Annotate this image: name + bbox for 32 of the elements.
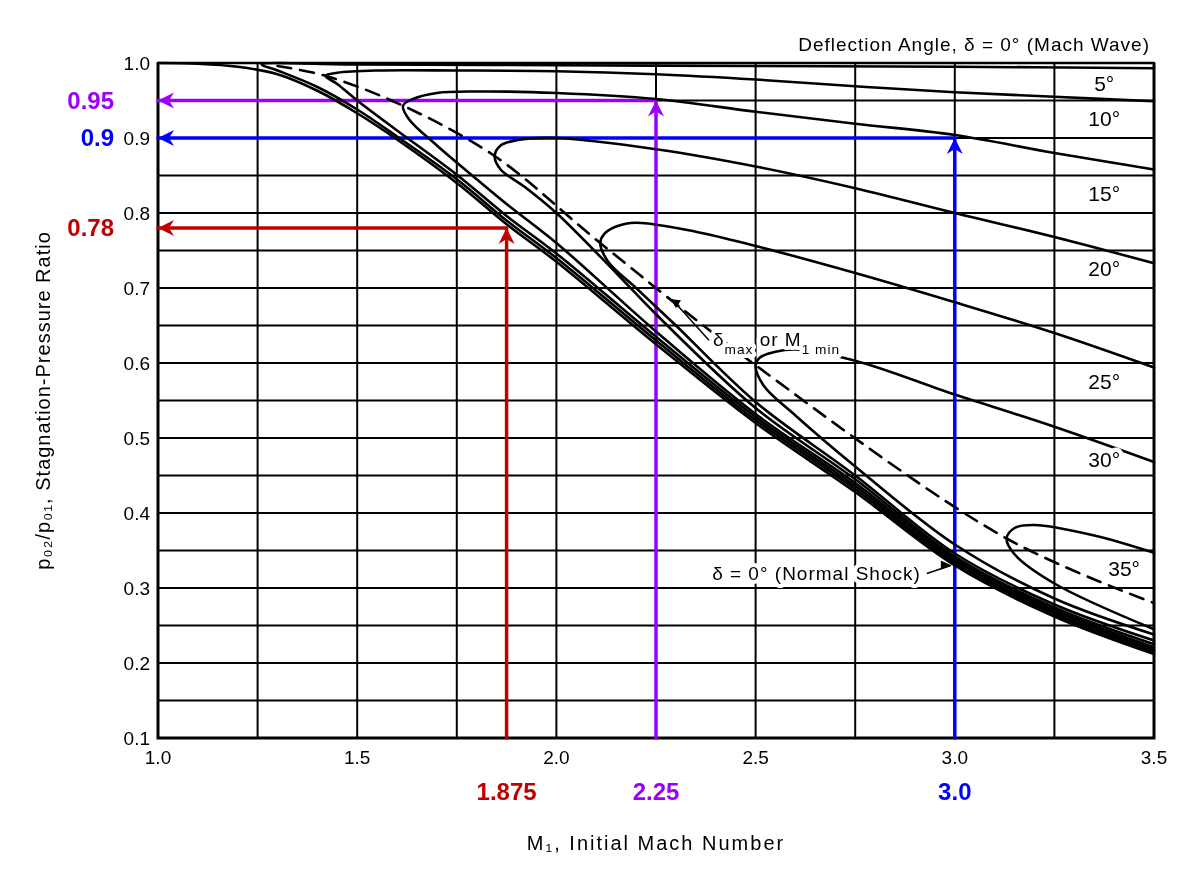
annotation: 0.95	[67, 86, 114, 114]
annotation: 3.0	[938, 778, 972, 805]
series-label: 15°	[1088, 182, 1121, 206]
y-tick-label: 0.6	[123, 353, 150, 374]
y-tick-label: 0.5	[123, 428, 150, 449]
y-axis-title: p₀₂/p₀₁, Stagnation-Pressure Ratio	[32, 231, 54, 570]
y-tick-label: 0.1	[123, 728, 150, 749]
annotation: 2.25	[632, 778, 680, 805]
x-axis-title: M₁, Initial Mach Number	[526, 832, 786, 854]
x-tick-label: 1.0	[144, 747, 172, 768]
x-tick-label: 3.5	[1140, 747, 1168, 768]
series-label: 5°	[1094, 72, 1115, 96]
x-tick-label: 2.5	[742, 747, 769, 768]
series-label: 20°	[1088, 257, 1121, 281]
annotation: 1.875	[476, 778, 537, 805]
y-tick-label: 0.7	[123, 278, 150, 299]
y-tick-label: 0.3	[123, 578, 150, 599]
y-tick-label: 0.2	[123, 653, 150, 674]
x-tick-label: 2.0	[543, 747, 570, 768]
y-tick-label: 0.9	[123, 128, 150, 149]
y-tick-label: 0.4	[123, 503, 151, 524]
annotation: 0.78	[67, 214, 114, 241]
series-label: 25°	[1088, 369, 1121, 393]
series-label: Deflection Angle, δ = 0° (Mach Wave)	[798, 34, 1150, 55]
annotation: 0.9	[80, 124, 114, 151]
series-label: 35°	[1108, 557, 1140, 581]
x-tick-label: 1.5	[343, 747, 371, 768]
y-tick-label: 1.0	[123, 53, 150, 74]
series-label: 30°	[1088, 447, 1121, 471]
x-tick-label: 3.0	[941, 747, 969, 768]
y-tick-label: 0.8	[123, 203, 150, 224]
series-label: 10°	[1088, 107, 1121, 131]
